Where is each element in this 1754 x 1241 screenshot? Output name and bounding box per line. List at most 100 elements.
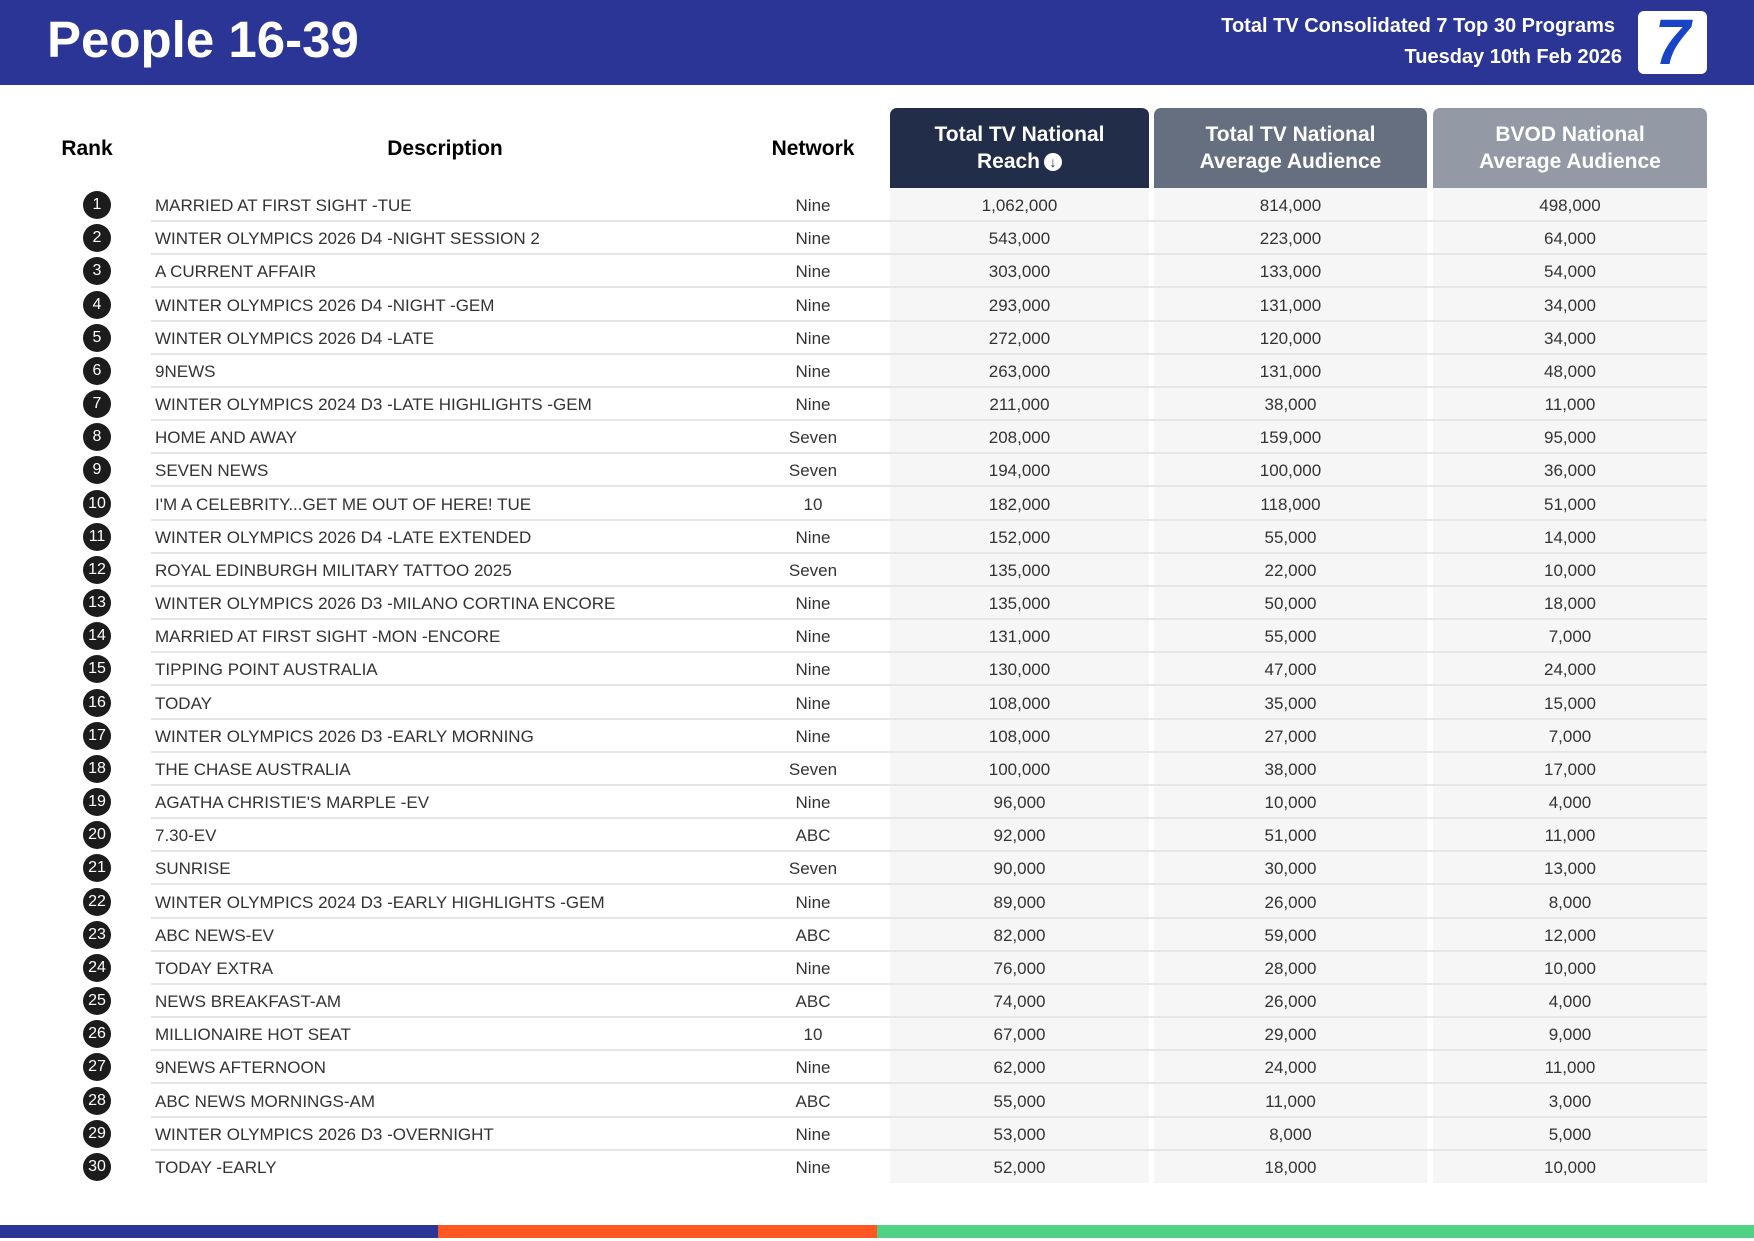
bvod-average-audience: 34,000 [1544, 295, 1596, 315]
national-average-audience: 38,000 [1264, 759, 1317, 779]
avg-line2: Average Audience [1199, 150, 1382, 173]
table-row[interactable]: 8 HOME AND AWAY Seven 208,000 159,000 95,000 [0, 421, 1754, 455]
table-row[interactable]: 9 SEVEN NEWS Seven 194,000 100,000 36,000 [0, 454, 1754, 488]
network: Nine [795, 262, 831, 282]
national-average-audience: 18,000 [1264, 1157, 1317, 1177]
national-reach: 152,000 [988, 527, 1051, 547]
program-description: ABC NEWS MORNINGS-AM [155, 1091, 376, 1111]
national-average-audience: 55,000 [1264, 527, 1317, 547]
program-description: WINTER OLYMPICS 2026 D4 -NIGHT -GEM [155, 295, 495, 315]
rank-badge: 22 [83, 887, 111, 916]
arrow-down-circle-icon[interactable]: ↓ [1044, 153, 1062, 172]
national-reach: 543,000 [988, 229, 1051, 249]
table-row[interactable]: 3 A CURRENT AFFAIR Nine 303,000 133,000 54,00… [0, 255, 1754, 289]
table-row[interactable]: 26 MILLIONAIRE HOT SEAT 10 67,000 29,000 9,00… [0, 1018, 1754, 1052]
national-average-audience: 814,000 [1259, 196, 1322, 215]
table-row[interactable]: 16 TODAY Nine 108,000 35,000 15,000 [0, 687, 1754, 720]
network: Nine [795, 1157, 831, 1177]
network: ABC [795, 1091, 831, 1111]
national-reach: 108,000 [988, 726, 1051, 746]
table-row[interactable]: 18 THE CHASE AUSTRALIA Seven 100,000 38,000 1… [0, 753, 1754, 786]
program-description: WINTER OLYMPICS 2026 D4 -LATE EXTENDED [155, 527, 532, 547]
table-row[interactable]: 25 NEWS BREAKFAST-AM ABC 74,000 26,000 4,000 [0, 985, 1754, 1019]
table-row[interactable]: 21 SUNRISE Seven 90,000 30,000 13,000 [0, 852, 1754, 886]
network: Seven [788, 560, 838, 580]
row-divider [151, 717, 1707, 720]
table-row[interactable]: 17 WINTER OLYMPICS 2026 D3 -EARLY MORNING… [0, 720, 1754, 753]
table-row[interactable]: 22 WINTER OLYMPICS 2024 D3 -EARLY HIGHLIG… [0, 886, 1754, 919]
column-header-description: Description [387, 136, 503, 160]
program-description: TODAY EXTRA [155, 958, 274, 978]
page-title: People 16-39 [47, 11, 359, 68]
bvod-average-audience: 7,000 [1548, 627, 1592, 647]
table-row[interactable]: 2 WINTER OLYMPICS 2026 D4 -NIGHT SESSION … [0, 222, 1754, 256]
national-average-audience: 223,000 [1259, 229, 1322, 249]
national-reach: 92,000 [993, 826, 1046, 846]
table-row[interactable]: 29 WINTER OLYMPICS 2026 D3 -OVERNIGHT Nine… [0, 1118, 1754, 1151]
national-reach: 108,000 [988, 693, 1051, 713]
table-row[interactable]: 30 TODAY -EARLY Nine 52,000 18,000 10,000 [0, 1151, 1754, 1184]
table-row[interactable]: 12 ROYAL EDINBURGH MILITARY TATTOO 2025 Se… [0, 554, 1754, 587]
network: ABC [795, 826, 831, 846]
table-row[interactable]: 23 ABC NEWS-EV ABC 82,000 59,000 12,000 [0, 919, 1754, 952]
table-row[interactable]: 24 TODAY EXTRA Nine 76,000 28,000 10,000 [0, 952, 1754, 985]
rank-badge: 4 [83, 290, 111, 319]
bvod-average-audience: 11,000 [1544, 1058, 1596, 1078]
program-description: TODAY [155, 693, 212, 713]
program-description: HOME AND AWAY [155, 428, 298, 448]
rank-badge: 27 [83, 1053, 111, 1082]
column-header-rank: Rank [61, 136, 113, 160]
network: 10 [803, 1025, 823, 1045]
table-row[interactable]: 10 I'M A CELEBRITY...GET ME OUT OF HERE! … [0, 488, 1754, 521]
network: Seven [788, 759, 838, 779]
column-header-network: Network [771, 136, 855, 160]
table-row[interactable]: 13 WINTER OLYMPICS 2026 D3 -MILANO CORTIN… [0, 587, 1754, 621]
national-reach: 208,000 [988, 428, 1051, 448]
bvod-average-audience: 34,000 [1544, 328, 1596, 348]
national-reach: 53,000 [993, 1124, 1046, 1144]
table-row[interactable]: 20 7.30-EV ABC 92,000 51,000 11,000 [0, 819, 1754, 853]
table-row[interactable]: 7 WINTER OLYMPICS 2024 D3 -LATE HIGHLIGHT… [0, 388, 1754, 422]
rank-badge: 7 [83, 390, 111, 419]
table-row[interactable]: 28 ABC NEWS MORNINGS-AM ABC 55,000 11,000 3,0… [0, 1085, 1754, 1118]
table-row[interactable]: 6 9NEWS Nine 263,000 131,000 48,000 [0, 355, 1754, 388]
program-description: 9NEWS [155, 361, 216, 381]
column-header-reach[interactable]: Total TV National Reach ↓ [890, 108, 1149, 188]
row-divider [151, 1016, 1707, 1019]
bvod-average-audience: 18,000 [1544, 594, 1596, 614]
national-reach: 211,000 [989, 395, 1050, 415]
rank-badge: 26 [83, 1020, 111, 1049]
national-reach: 131,000 [988, 627, 1051, 647]
bvod-average-audience: 11,000 [1544, 395, 1596, 415]
national-average-audience: 10,000 [1264, 793, 1317, 813]
table-row[interactable]: 27 9NEWS AFTERNOON Nine 62,000 24,000 11,000 [0, 1051, 1754, 1085]
national-average-audience: 22,000 [1264, 560, 1317, 580]
table-row[interactable]: 19 AGATHA CHRISTIE'S MARPLE -EV Nine 96,000… [0, 786, 1754, 820]
program-description: WINTER OLYMPICS 2024 D3 -LATE HIGHLIGHTS… [155, 395, 592, 415]
national-average-audience: 30,000 [1264, 859, 1317, 879]
table-row[interactable]: 15 TIPPING POINT AUSTRALIA Nine 130,000 47,0… [0, 653, 1754, 687]
national-reach: 272,000 [988, 328, 1051, 348]
rank-badge: 13 [83, 589, 111, 618]
rank-badge: 6 [83, 356, 111, 385]
program-description: SEVEN NEWS [155, 461, 269, 481]
reach-line2: Reach [976, 150, 1040, 173]
national-average-audience: 133,000 [1259, 262, 1322, 282]
national-reach: 135,000 [988, 594, 1051, 614]
network: Nine [795, 793, 831, 813]
row-divider [151, 817, 1707, 820]
column-header-average-audience[interactable]: Total TV National Average Audience [1154, 108, 1427, 188]
column-header-bvod-audience[interactable]: BVOD National Average Audience [1433, 108, 1707, 188]
table-row[interactable]: 11 WINTER OLYMPICS 2026 D4 -LATE EXTENDED… [0, 521, 1754, 554]
table-row[interactable]: 5 WINTER OLYMPICS 2026 D4 -LATE Nine 272,00… [0, 322, 1754, 355]
table-row[interactable]: 14 MARRIED AT FIRST SIGHT -MON -ENCORE Nin… [0, 620, 1754, 654]
table-row[interactable]: 1 MARRIED AT FIRST SIGHT -TUE Nine 1,062,00… [0, 189, 1754, 222]
rank-badge: 9 [83, 456, 111, 485]
row-divider [151, 1082, 1707, 1085]
program-description: MARRIED AT FIRST SIGHT -MON -ENCORE [155, 627, 501, 647]
network: ABC [795, 925, 831, 945]
program-description: SUNRISE [155, 859, 231, 879]
bvod-average-audience: 4,000 [1548, 992, 1592, 1012]
table-row[interactable]: 4 WINTER OLYMPICS 2026 D4 -NIGHT -GEM Nine… [0, 289, 1754, 322]
row-divider [151, 220, 1707, 222]
